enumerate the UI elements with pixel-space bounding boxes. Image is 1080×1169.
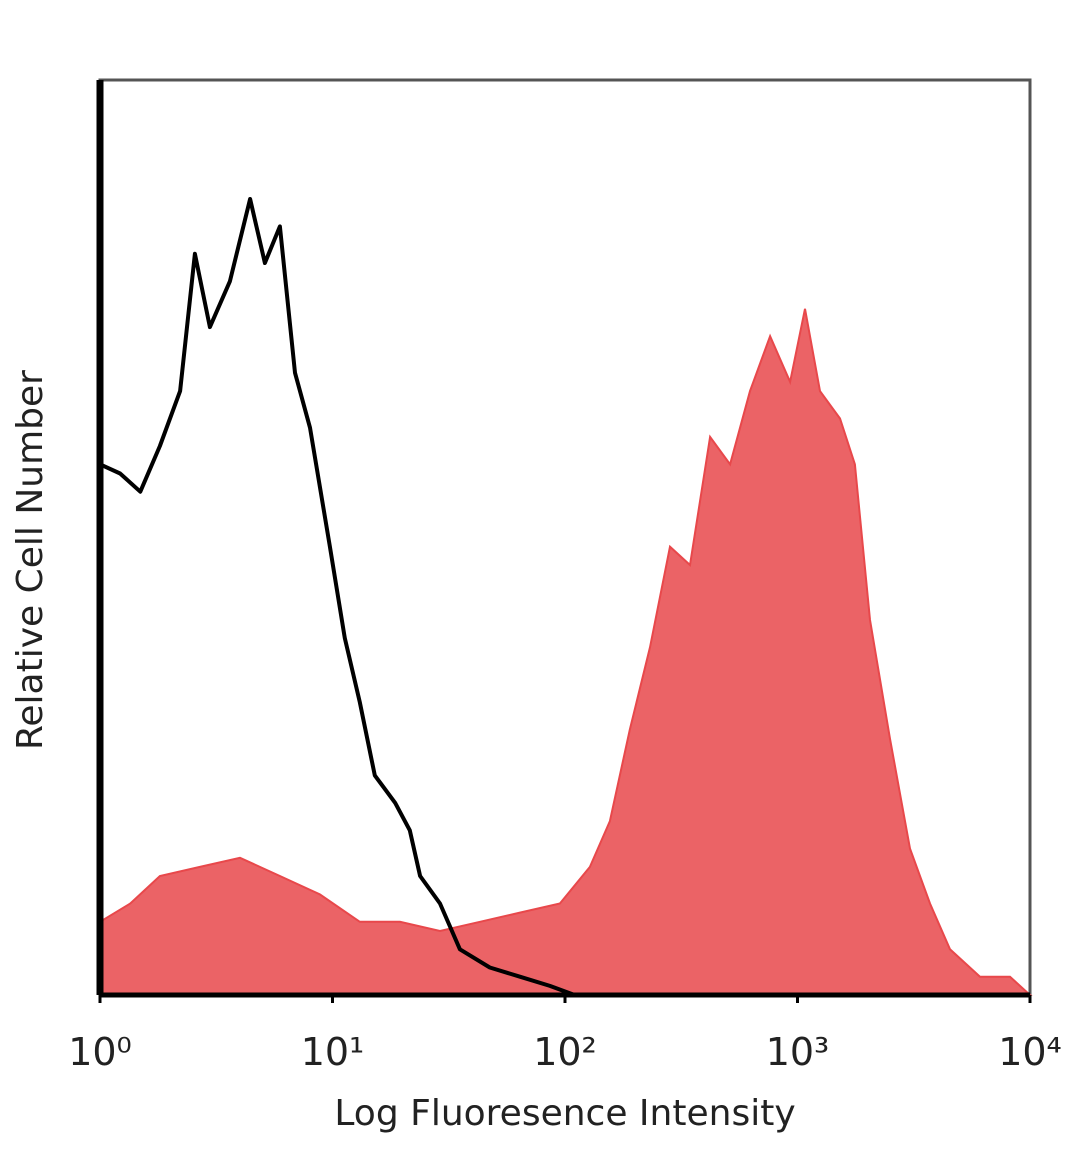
x-tick-label: 10⁰ <box>68 1030 132 1074</box>
histogram-area <box>99 308 1033 996</box>
x-tick-label: 10⁴ <box>998 1030 1062 1074</box>
y-axis-label: Relative Cell Number <box>10 370 51 750</box>
x-tick-label: 10³ <box>766 1030 830 1074</box>
x-tick-label: 10² <box>533 1030 597 1074</box>
x-axis-label: Log Fluoresence Intensity <box>334 1093 795 1134</box>
histogram-line <box>99 197 576 997</box>
x-tick-label: 10¹ <box>301 1030 365 1074</box>
